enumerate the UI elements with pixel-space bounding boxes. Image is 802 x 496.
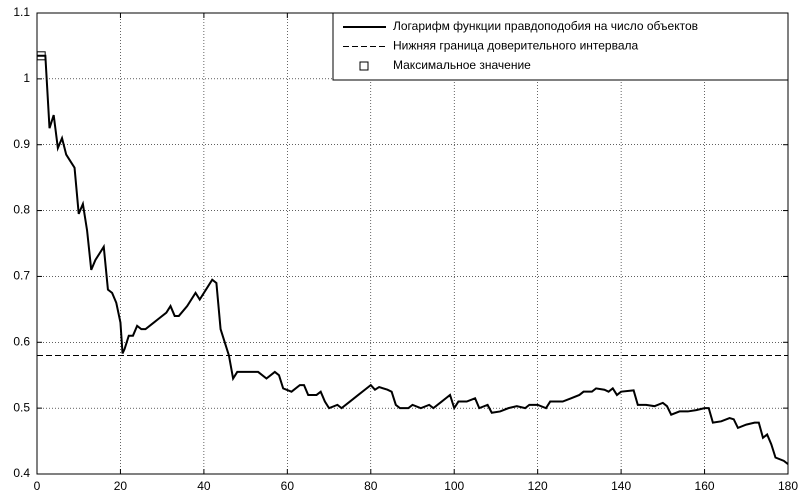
legend-label: Логарифм функции правдоподобия на число … [393,19,698,33]
legend-swatch [359,61,369,71]
y-tick-label: 0.6 [13,334,30,348]
y-tick-label: 0.5 [13,400,30,414]
legend-label: Нижняя граница доверительного интервала [393,39,639,53]
y-tick-label: 1.1 [13,5,30,19]
legend [332,12,789,81]
y-tick-label: 0.8 [13,203,30,217]
y-tick-label: 0.7 [13,269,30,283]
x-tick-label: 20 [114,479,128,493]
x-tick-label: 0 [34,479,41,493]
y-tick-label: 0.9 [13,137,30,151]
x-tick-label: 160 [695,479,715,493]
x-tick-label: 60 [281,479,295,493]
y-tick-label: 0.4 [13,466,30,480]
plot-area [37,13,788,474]
x-tick-label: 40 [197,479,211,493]
x-tick-label: 80 [364,479,378,493]
x-tick-label: 140 [611,479,631,493]
x-tick-label: 120 [528,479,548,493]
x-tick-label: 180 [778,479,798,493]
data-line [37,54,789,465]
x-tick-label: 100 [444,479,464,493]
legend-label: Максимальное значение [393,58,531,72]
y-tick-label: 1 [23,71,30,85]
